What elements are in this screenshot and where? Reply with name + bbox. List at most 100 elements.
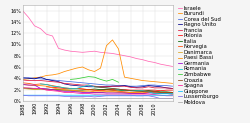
Norvegia [123,91,126,93]
Romania [111,88,114,89]
Lussemburgo [153,96,156,98]
Israele [165,65,168,66]
Line: Zimbabwe: Zimbabwe [70,77,118,82]
Giappone [75,94,78,96]
Danimarca [135,93,138,94]
Francia [87,84,90,86]
Spagna [39,88,42,89]
Croazia [153,91,156,93]
Romania [153,93,156,94]
Regno Unito [111,85,114,87]
Paesi Bassi [111,91,114,93]
Paesi Bassi [147,92,150,93]
Germania [75,91,78,93]
Paesi Bassi [135,92,138,93]
Regno Unito [63,83,66,85]
Romania [57,86,60,87]
Norvegia [117,91,120,92]
Line: Regno Unito: Regno Unito [22,77,172,88]
Francia [69,83,72,85]
Corea del Sud [129,85,132,87]
Francia [147,86,150,87]
Lussemburgo [147,95,150,97]
Spagna [111,93,114,95]
Germania [93,92,96,93]
Lussemburgo [75,96,78,97]
Burundi [69,69,72,71]
Croazia [93,86,96,87]
Germania [63,91,66,92]
Germania [171,93,174,95]
Giappone [39,94,42,96]
Burundi [111,39,114,41]
Line: Moldova: Moldova [70,98,172,99]
Italia [69,89,72,91]
Corea del Sud [153,84,156,86]
Germania [165,93,168,94]
Spagna [69,92,72,93]
Polonia [159,90,162,91]
Giappone [171,94,174,96]
Giappone [153,94,156,96]
Giappone [147,94,150,96]
Burundi [87,69,90,71]
Regno Unito [75,85,78,86]
Croazia [141,91,144,92]
Israele [87,51,90,53]
Germania [21,84,24,85]
Paesi Bassi [141,92,144,94]
Germania [69,91,72,92]
Paesi Bassi [93,91,96,93]
Zimbabwe [81,77,84,78]
Corea del Sud [123,85,126,86]
Danimarca [27,88,30,90]
Polonia [123,89,126,90]
Romania [81,86,84,87]
Italia [57,89,60,90]
Paesi Bassi [51,87,54,89]
Burundi [129,77,132,79]
Polonia [135,89,138,91]
Spagna [45,89,48,91]
Danimarca [111,91,114,93]
Italia [39,88,42,90]
Polonia [81,88,84,90]
Paesi Bassi [81,91,84,92]
Polonia [57,87,60,89]
Regno Unito [135,87,138,88]
Spagna [21,87,24,89]
Burundi [159,82,162,83]
Norvegia [51,85,54,86]
Israele [33,25,36,27]
Regno Unito [147,85,150,86]
Romania [117,89,120,90]
Lussemburgo [171,98,174,99]
Danimarca [57,89,60,91]
Danimarca [153,92,156,94]
Norvegia [171,92,174,93]
Italia [129,90,132,91]
Corea del Sud [93,83,96,85]
Danimarca [129,92,132,94]
Lussemburgo [135,95,138,97]
Paesi Bassi [165,93,168,94]
Francia [45,80,48,82]
Francia [105,86,108,87]
Germania [141,93,144,94]
Regno Unito [33,78,36,80]
Germania [27,84,30,86]
Corea del Sud [51,79,54,81]
Giappone [99,94,102,96]
Croazia [111,88,114,89]
Giappone [141,95,144,97]
Corea del Sud [165,85,168,86]
Israele [57,48,60,49]
Germania [111,92,114,94]
Danimarca [93,92,96,93]
Giappone [27,94,30,96]
Romania [159,93,162,94]
Croazia [159,92,162,93]
Line: Israele: Israele [22,11,172,66]
Israele [45,34,48,35]
Moldova [105,98,108,99]
